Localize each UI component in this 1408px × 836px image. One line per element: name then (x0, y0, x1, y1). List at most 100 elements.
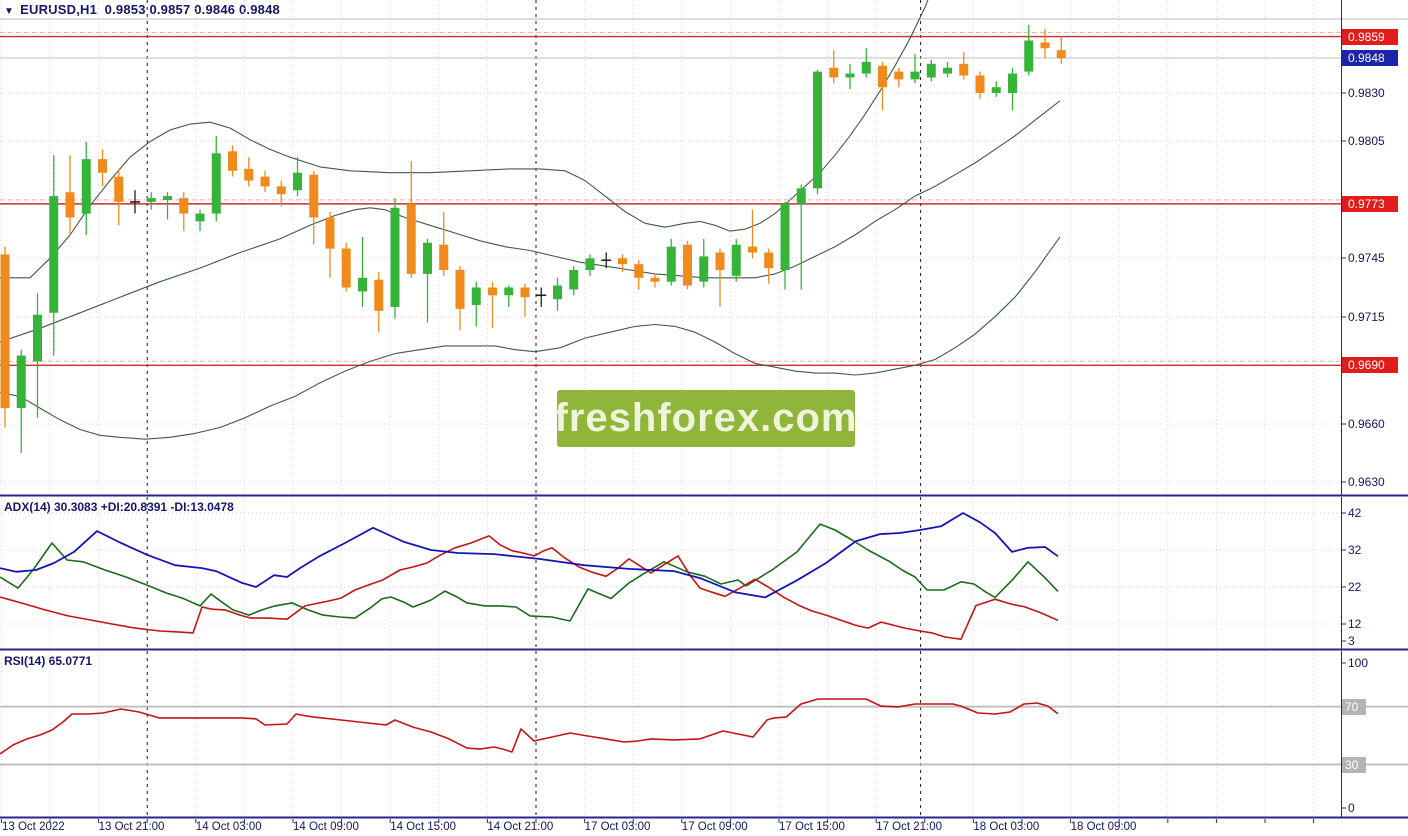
time-axis-label: 14 Oct 21:00 (487, 821, 554, 833)
axis-label: 3 (1348, 634, 1355, 648)
rsi-level-badge: 30 (1342, 757, 1366, 773)
header-ohlc-values: 0.9853 0.9857 0.9846 0.9848 (104, 2, 280, 17)
chart-header: ▼ EURUSD,H1 0.9853 0.9857 0.9846 0.9848 (4, 2, 280, 17)
candle-body (65, 192, 75, 218)
indicator-line (0, 236, 1061, 440)
time-axis-label: 17 Oct 03:00 (584, 821, 651, 833)
symbol-dropdown-icon: ▼ (4, 6, 15, 17)
axis-label: 100 (1348, 656, 1369, 670)
candle-body (634, 264, 644, 278)
indicator-line (0, 512, 1059, 599)
candle-body (910, 71, 920, 80)
time-axis-label: 18 Oct 03:00 (973, 821, 1040, 833)
time-axis-label: 18 Oct 09:00 (1070, 821, 1137, 833)
candle-body (163, 196, 172, 200)
price-level-badge: 0.9773 (1342, 196, 1398, 212)
candle-body (813, 71, 822, 189)
symbol-label: EURUSD,H1 (20, 2, 98, 17)
candle-body (878, 65, 887, 88)
candle-body (390, 207, 400, 307)
candle-body (553, 285, 562, 300)
candle-body (423, 242, 432, 274)
axis-label: 12 (1348, 617, 1362, 631)
candle-body (894, 71, 904, 80)
axis-label: 0.9745 (1348, 251, 1385, 265)
candle-body (293, 172, 302, 191)
candle-body (114, 176, 124, 202)
candle-body (406, 203, 416, 274)
axis-label: 0.9630 (1348, 475, 1385, 489)
time-axis-label: 13 Oct 21:00 (98, 821, 165, 833)
price-level-badge: 0.9848 (1342, 50, 1398, 66)
candle-body (748, 246, 757, 253)
candle-body (829, 67, 839, 78)
time-axis-label: 14 Oct 15:00 (390, 821, 457, 833)
candle-body (325, 217, 335, 249)
candle-body (179, 198, 189, 214)
candle-body (0, 254, 10, 409)
candle-body (1008, 73, 1017, 93)
candle-body (520, 287, 530, 298)
indicator-line (0, 100, 1061, 343)
candle-body (683, 244, 692, 286)
adx-panel[interactable] (0, 497, 1408, 651)
rsi-indicator-label: RSI(14) 65.0771 (4, 654, 93, 668)
price-level-badge: 0.9690 (1342, 357, 1398, 373)
candle-body (374, 279, 384, 311)
axis-label: 32 (1348, 543, 1362, 557)
rsi-level-badge: 70 (1342, 699, 1366, 715)
candle-body (926, 63, 936, 78)
main-chart-panel[interactable] (0, 0, 1408, 497)
candle-body (1056, 50, 1066, 58)
axis-label: 22 (1348, 580, 1362, 594)
candle-body (211, 153, 221, 214)
candle-body (488, 287, 497, 296)
rsi-panel[interactable] (0, 651, 1408, 819)
time-axis-label: 14 Oct 09:00 (293, 821, 359, 833)
time-axis-label: 17 Oct 15:00 (779, 821, 845, 833)
indicator-line (0, 698, 1059, 755)
candle-body (16, 355, 26, 409)
time-axis-label: 13 Oct 2022 (2, 821, 65, 833)
candle-body (49, 196, 59, 313)
candle-body (959, 63, 969, 76)
candle-body (731, 244, 741, 276)
candle-body (195, 213, 205, 222)
candle-body (666, 246, 676, 282)
candle-body (98, 159, 107, 173)
candle-body (33, 314, 42, 362)
candle-body (341, 248, 351, 288)
indicator-line (0, 535, 1059, 641)
candle-body (764, 252, 774, 269)
time-axis[interactable] (0, 818, 1408, 836)
candle-body (715, 252, 725, 270)
candle-body (244, 168, 254, 181)
candle-body (260, 176, 270, 187)
candle-body (845, 73, 855, 78)
candle-body (1024, 40, 1034, 72)
time-axis-label: 14 Oct 03:00 (195, 821, 262, 833)
time-axis-label: 17 Oct 09:00 (681, 821, 748, 833)
candle-body (358, 277, 367, 292)
candle-body (569, 269, 579, 290)
candle-body (455, 269, 465, 309)
watermark: freshforex.com (555, 390, 857, 447)
candle-body (796, 188, 806, 204)
candle-body (585, 258, 595, 270)
indicator-line (0, 523, 1059, 622)
axis-label: 0.9715 (1348, 310, 1385, 324)
candle-body (228, 151, 237, 171)
candle-body (861, 61, 871, 74)
candle-body (309, 174, 319, 218)
candle-body (439, 244, 449, 270)
candle-body (975, 75, 985, 93)
axis-label: 0.9805 (1348, 134, 1385, 148)
candle-body (943, 67, 952, 74)
adx-indicator-label: ADX(14) 30.3083 +DI:20.8391 -DI:13.0478 (4, 500, 234, 514)
candle-body (504, 287, 514, 296)
candle-body (471, 287, 481, 306)
axis-label: 42 (1348, 506, 1362, 520)
axis-label: 0.9830 (1348, 86, 1385, 100)
candle-body (276, 186, 286, 195)
